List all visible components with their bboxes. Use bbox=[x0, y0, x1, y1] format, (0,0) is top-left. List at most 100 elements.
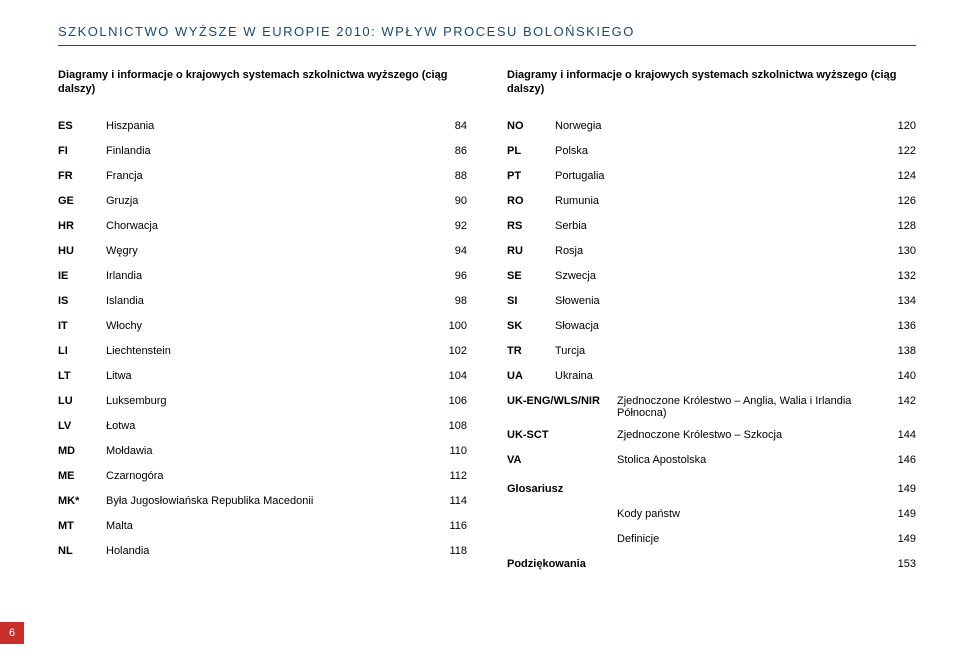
country-name: Była Jugosłowiańska Republika Macedonii bbox=[106, 495, 431, 507]
country-name: Łotwa bbox=[106, 420, 431, 432]
country-code: FI bbox=[58, 145, 106, 157]
country-name: Chorwacja bbox=[106, 220, 431, 232]
page-reference: 108 bbox=[431, 420, 467, 432]
page-reference: 104 bbox=[431, 370, 467, 382]
page-reference: 140 bbox=[880, 370, 916, 382]
country-code: IS bbox=[58, 295, 106, 307]
country-code: PL bbox=[507, 145, 555, 157]
table-row: TRTurcja138 bbox=[507, 340, 916, 365]
country-name: Serbia bbox=[555, 220, 880, 232]
glossary-label: Glosariusz bbox=[507, 483, 617, 495]
thanks-row: Podziękowania 153 bbox=[507, 553, 916, 578]
left-column: Diagramy i informacje o krajowych system… bbox=[58, 68, 467, 578]
thanks-label: Podziękowania bbox=[507, 558, 617, 570]
country-code: LI bbox=[58, 345, 106, 357]
country-name: Mołdawia bbox=[106, 445, 431, 457]
table-row: SISłowenia134 bbox=[507, 290, 916, 315]
country-name: Turcja bbox=[555, 345, 880, 357]
table-row: LVŁotwa108 bbox=[58, 415, 467, 440]
left-heading: Diagramy i informacje o krajowych system… bbox=[58, 68, 467, 97]
country-name: Polska bbox=[555, 145, 880, 157]
table-row: PTPortugalia124 bbox=[507, 165, 916, 190]
page-reference: 84 bbox=[431, 120, 467, 132]
country-name: Gruzja bbox=[106, 195, 431, 207]
page-reference: 110 bbox=[431, 445, 467, 457]
country-code: ES bbox=[58, 120, 106, 132]
page-reference: 88 bbox=[431, 170, 467, 182]
page-reference: 98 bbox=[431, 295, 467, 307]
country-name: Zjednoczone Królestwo – Szkocja bbox=[617, 429, 880, 441]
table-row: SKSłowacja136 bbox=[507, 315, 916, 340]
table-row: FIFinlandia86 bbox=[58, 140, 467, 165]
table-row: SESzwecja132 bbox=[507, 265, 916, 290]
table-row: NONorwegia120 bbox=[507, 115, 916, 140]
country-code: SK bbox=[507, 320, 555, 332]
page-reference: 114 bbox=[431, 495, 467, 507]
glossary-sub-row: Definicje 149 bbox=[507, 528, 916, 553]
country-code: SE bbox=[507, 270, 555, 282]
table-row: UK-SCTZjednoczone Królestwo – Szkocja144 bbox=[507, 424, 916, 449]
country-name: Węgry bbox=[106, 245, 431, 257]
country-code: ME bbox=[58, 470, 106, 482]
country-code: LU bbox=[58, 395, 106, 407]
page-reference: 106 bbox=[431, 395, 467, 407]
country-name: Szwecja bbox=[555, 270, 880, 282]
page-reference: 116 bbox=[431, 520, 467, 532]
country-name: Rumunia bbox=[555, 195, 880, 207]
country-name: Finlandia bbox=[106, 145, 431, 157]
page-reference: 124 bbox=[880, 170, 916, 182]
table-row: ITWłochy100 bbox=[58, 315, 467, 340]
page-reference: 146 bbox=[880, 454, 916, 466]
country-name: Słowacja bbox=[555, 320, 880, 332]
table-row: MDMołdawia110 bbox=[58, 440, 467, 465]
country-code: HR bbox=[58, 220, 106, 232]
table-row: ISIslandia98 bbox=[58, 290, 467, 315]
table-row: LILiechtenstein102 bbox=[58, 340, 467, 365]
table-row: HUWęgry94 bbox=[58, 240, 467, 265]
country-name: Włochy bbox=[106, 320, 431, 332]
table-row: UK-ENG/WLS/NIRZjednoczone Królestwo – An… bbox=[507, 390, 916, 424]
country-name: Stolica Apostolska bbox=[617, 454, 880, 466]
country-code: TR bbox=[507, 345, 555, 357]
country-code: RS bbox=[507, 220, 555, 232]
right-column: Diagramy i informacje o krajowych system… bbox=[507, 68, 916, 578]
country-name: Norwegia bbox=[555, 120, 880, 132]
page-reference: 132 bbox=[880, 270, 916, 282]
country-name: Zjednoczone Królestwo – Anglia, Walia i … bbox=[617, 395, 880, 419]
table-row: FRFrancja88 bbox=[58, 165, 467, 190]
country-name: Luksemburg bbox=[106, 395, 431, 407]
right-heading: Diagramy i informacje o krajowych system… bbox=[507, 68, 916, 97]
country-name: Malta bbox=[106, 520, 431, 532]
glossary-sub-page: 149 bbox=[880, 508, 916, 523]
page-reference: 118 bbox=[431, 545, 467, 557]
country-code: SI bbox=[507, 295, 555, 307]
country-name: Liechtenstein bbox=[106, 345, 431, 357]
glossary-sub-page: 149 bbox=[880, 533, 916, 548]
page-reference: 122 bbox=[880, 145, 916, 157]
country-code: NO bbox=[507, 120, 555, 132]
country-name: Francja bbox=[106, 170, 431, 182]
page-reference: 144 bbox=[880, 429, 916, 441]
country-name: Czarnogóra bbox=[106, 470, 431, 482]
country-code: GE bbox=[58, 195, 106, 207]
country-code: IE bbox=[58, 270, 106, 282]
glossary-page: 149 bbox=[880, 483, 916, 495]
page-header: SZKOLNICTWO WYŻSZE W EUROPIE 2010: WPŁYW… bbox=[58, 24, 916, 46]
table-row: RSSerbia128 bbox=[507, 215, 916, 240]
table-row: MECzarnogóra112 bbox=[58, 465, 467, 490]
country-name: Słowenia bbox=[555, 295, 880, 307]
page-reference: 128 bbox=[880, 220, 916, 232]
glossary-row: Glosariusz 149 bbox=[507, 478, 916, 503]
page-reference: 86 bbox=[431, 145, 467, 157]
country-code: LV bbox=[58, 420, 106, 432]
country-name: Litwa bbox=[106, 370, 431, 382]
page-reference: 120 bbox=[880, 120, 916, 132]
table-row: LTLitwa104 bbox=[58, 365, 467, 390]
page-reference: 96 bbox=[431, 270, 467, 282]
glossary-sub-row: Kody państw 149 bbox=[507, 503, 916, 528]
country-code: UA bbox=[507, 370, 555, 382]
page-reference: 94 bbox=[431, 245, 467, 257]
country-code: MK* bbox=[58, 495, 106, 507]
table-row: NLHolandia118 bbox=[58, 540, 467, 565]
page-reference: 142 bbox=[880, 395, 916, 407]
